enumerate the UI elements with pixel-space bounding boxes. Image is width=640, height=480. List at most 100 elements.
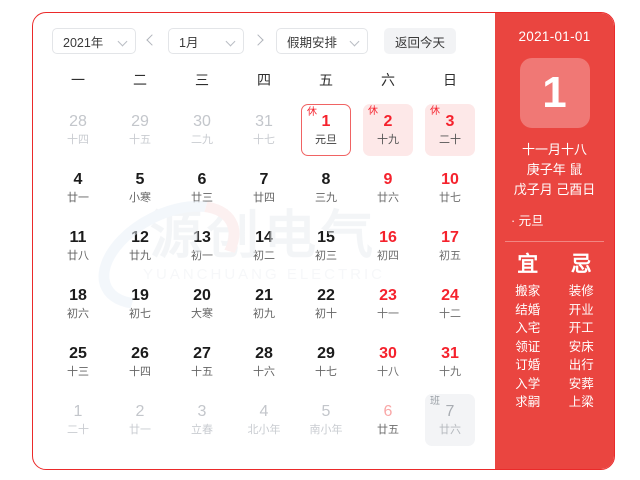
day-lunar-label: 初一 xyxy=(191,250,213,262)
day-cell[interactable]: 6 廿五 xyxy=(357,391,419,449)
day-lunar-label: 初四 xyxy=(377,250,399,262)
yi-heading: 宜 xyxy=(517,253,539,276)
day-cell[interactable]: 23 十一 xyxy=(357,275,419,333)
day-number: 22 xyxy=(317,287,335,304)
detail-ganzhi-year: 庚子年 鼠 xyxy=(526,162,583,177)
month-select[interactable]: 1月 xyxy=(168,28,244,54)
day-box: 31 十七 xyxy=(239,104,289,156)
chevron-down-icon xyxy=(227,37,236,46)
yi-column: 宜 搬家 结婚 入宅 领证 订婚 入学 求嗣 xyxy=(501,252,555,412)
next-month-button[interactable] xyxy=(252,30,268,52)
day-cell[interactable]: 班 7 廿六 xyxy=(419,391,481,449)
yi-item: 领证 xyxy=(515,339,541,354)
day-cell[interactable]: 13 初一 xyxy=(171,217,233,275)
day-cell[interactable]: 31 十九 xyxy=(419,333,481,391)
day-box: 17 初五 xyxy=(425,220,475,272)
day-lunar-label: 廿六 xyxy=(377,192,399,204)
day-cell[interactable]: 25 十三 xyxy=(47,333,109,391)
day-cell[interactable]: 28 十四 xyxy=(47,101,109,159)
day-box: 14 初二 xyxy=(239,220,289,272)
day-number: 24 xyxy=(441,287,459,304)
day-lunar-label: 初十 xyxy=(315,308,337,320)
day-cell[interactable]: 5 小寒 xyxy=(109,159,171,217)
day-cell[interactable]: 5 南小年 xyxy=(295,391,357,449)
day-cell[interactable]: 26 十四 xyxy=(109,333,171,391)
day-box: 1 二十 xyxy=(53,394,103,446)
day-lunar-label: 廿四 xyxy=(253,192,275,204)
day-cell[interactable]: 休 1 元旦 xyxy=(295,101,357,159)
day-cell[interactable]: 7 廿四 xyxy=(233,159,295,217)
day-cell[interactable]: 12 廿九 xyxy=(109,217,171,275)
day-cell[interactable]: 29 十七 xyxy=(295,333,357,391)
holiday-mode-select[interactable]: 假期安排 xyxy=(276,28,368,54)
day-cell[interactable]: 3 立春 xyxy=(171,391,233,449)
detail-date: 2021-01-01 xyxy=(518,29,591,44)
day-lunar-label: 小寒 xyxy=(129,192,151,204)
day-box: 25 十三 xyxy=(53,336,103,388)
day-cell[interactable]: 10 廿七 xyxy=(419,159,481,217)
month-select-value: 1月 xyxy=(179,35,199,50)
ji-item: 安床 xyxy=(568,339,594,354)
day-number: 16 xyxy=(379,229,397,246)
year-select[interactable]: 2021年 xyxy=(52,28,136,54)
chevron-down-icon xyxy=(351,37,360,46)
day-cell[interactable]: 14 初二 xyxy=(233,217,295,275)
day-cell[interactable]: 4 廿一 xyxy=(47,159,109,217)
day-cell[interactable]: 30 十八 xyxy=(357,333,419,391)
day-cell[interactable]: 22 初十 xyxy=(295,275,357,333)
day-box: 休 3 二十 xyxy=(425,104,475,156)
work-day-badge: 班 xyxy=(430,396,440,407)
day-cell[interactable]: 31 十七 xyxy=(233,101,295,159)
day-lunar-label: 十三 xyxy=(67,366,89,378)
day-lunar-label: 廿三 xyxy=(191,192,213,204)
day-cell[interactable]: 29 十五 xyxy=(109,101,171,159)
day-cell[interactable]: 20 大寒 xyxy=(171,275,233,333)
day-cell[interactable]: 4 北小年 xyxy=(233,391,295,449)
prev-month-button[interactable] xyxy=(144,30,160,52)
day-number: 13 xyxy=(193,229,211,246)
day-lunar-label: 廿五 xyxy=(377,424,399,436)
day-number: 20 xyxy=(193,287,211,304)
day-box: 3 立春 xyxy=(177,394,227,446)
day-cell[interactable]: 21 初九 xyxy=(233,275,295,333)
day-cell[interactable]: 28 十六 xyxy=(233,333,295,391)
day-cell[interactable]: 16 初四 xyxy=(357,217,419,275)
calendar-toolbar: 2021年 1月 假期安排 返回今天 xyxy=(33,13,495,59)
day-cell[interactable]: 24 十二 xyxy=(419,275,481,333)
day-cell[interactable]: 11 廿八 xyxy=(47,217,109,275)
day-cell[interactable]: 休 2 十九 xyxy=(357,101,419,159)
day-cell[interactable]: 30 二九 xyxy=(171,101,233,159)
day-cell[interactable]: 17 初五 xyxy=(419,217,481,275)
day-lunar-label: 十二 xyxy=(439,308,461,320)
rest-day-badge: 休 xyxy=(307,107,317,118)
day-cell[interactable]: 27 十五 xyxy=(171,333,233,391)
calendar-widget: 2021年 1月 假期安排 返回今天 一二三四五六日 28 十四 29 十五 30 二九 3… xyxy=(32,12,615,470)
day-lunar-label: 元旦 xyxy=(315,134,337,146)
day-box: 12 廿九 xyxy=(115,220,165,272)
yi-ji-section: 宜 搬家 结婚 入宅 领证 订婚 入学 求嗣 忌 装修 开业 开工 安床 出行 安葬 上梁 xyxy=(495,252,614,412)
day-cell[interactable]: 1 二十 xyxy=(47,391,109,449)
day-cell[interactable]: 6 廿三 xyxy=(171,159,233,217)
yi-item: 搬家 xyxy=(515,284,541,298)
day-number: 6 xyxy=(383,403,393,420)
day-cell[interactable]: 休 3 二十 xyxy=(419,101,481,159)
day-lunar-label: 二九 xyxy=(191,134,213,146)
day-cell[interactable]: 19 初七 xyxy=(109,275,171,333)
day-box: 班 7 廿六 xyxy=(425,394,475,446)
day-box: 30 二九 xyxy=(177,104,227,156)
day-cell[interactable]: 2 廿一 xyxy=(109,391,171,449)
day-cell[interactable]: 8 三九 xyxy=(295,159,357,217)
weekday-header-6: 六 xyxy=(381,72,395,88)
day-box: 9 廿六 xyxy=(363,162,413,214)
day-cell[interactable]: 9 廿六 xyxy=(357,159,419,217)
day-box: 23 十一 xyxy=(363,278,413,330)
day-cell[interactable]: 15 初三 xyxy=(295,217,357,275)
day-number: 7 xyxy=(259,171,269,188)
day-number: 7 xyxy=(445,403,455,420)
day-number: 31 xyxy=(441,345,459,362)
back-to-today-button[interactable]: 返回今天 xyxy=(384,28,457,54)
day-lunar-label: 廿七 xyxy=(439,192,461,204)
holiday-mode-value: 假期安排 xyxy=(287,35,338,50)
week-row: 11 廿八 12 廿九 13 初一 14 初二 15 初三 16 初四 17 初五 xyxy=(47,217,481,275)
day-cell[interactable]: 18 初六 xyxy=(47,275,109,333)
